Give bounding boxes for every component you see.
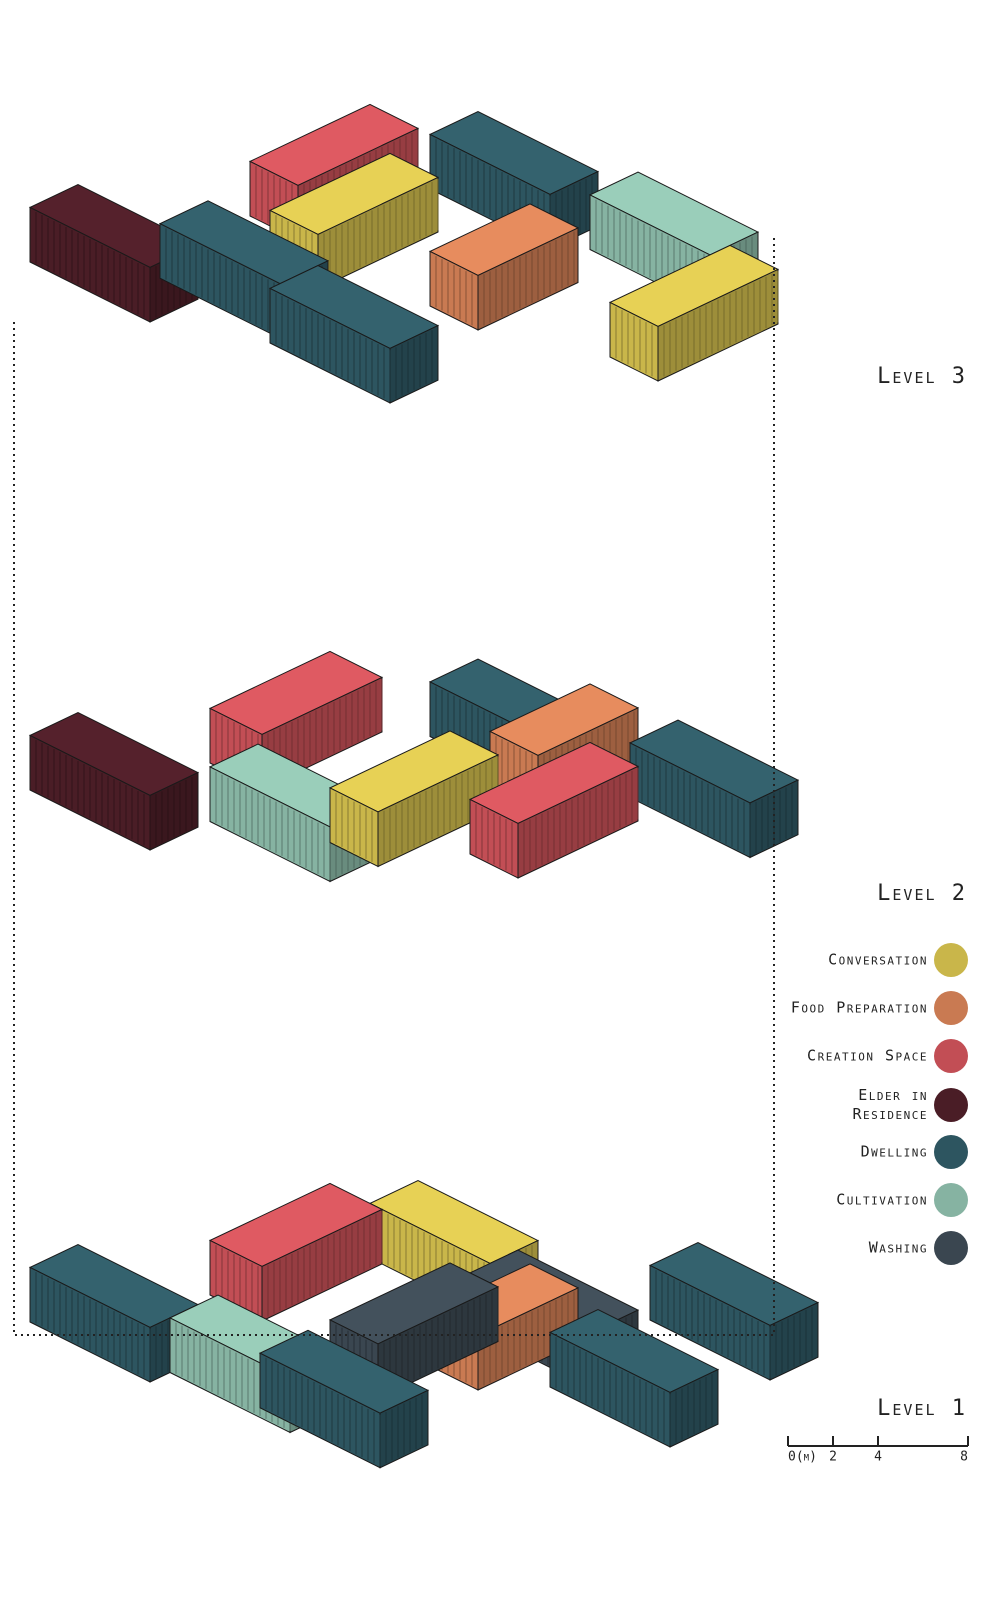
legend-label: Cultivation xyxy=(836,1191,928,1209)
legend-swatch xyxy=(934,943,968,977)
scale-label: 0(m) xyxy=(788,1450,817,1465)
legend: Conversation Food Preparation Creation Spa… xyxy=(791,943,968,1265)
container xyxy=(628,719,800,859)
scale-label: 8 xyxy=(960,1450,968,1465)
legend-swatch xyxy=(934,1231,968,1265)
container xyxy=(28,184,200,323)
level-label: Level 1 xyxy=(877,1396,967,1421)
legend-label: Creation Space xyxy=(807,1047,928,1065)
container xyxy=(648,1242,820,1381)
container xyxy=(268,265,440,404)
container xyxy=(258,1329,430,1469)
container xyxy=(328,730,500,868)
container xyxy=(208,1182,384,1322)
legend-swatch xyxy=(934,1088,968,1122)
legend-label: Washing xyxy=(869,1239,928,1257)
scale-bar: 0(m) 2 4 8 xyxy=(787,1436,969,1465)
container xyxy=(28,712,200,851)
container xyxy=(428,203,580,331)
container-end xyxy=(477,227,579,331)
container-end xyxy=(477,1287,579,1391)
legend-swatch xyxy=(934,1183,968,1217)
legend-swatch xyxy=(934,1039,968,1073)
level-frame xyxy=(13,238,775,1336)
containers xyxy=(28,103,820,1469)
level-label: Level 3 xyxy=(877,364,967,389)
scale-label: 2 xyxy=(829,1450,837,1465)
legend-label: Elder in xyxy=(858,1086,928,1104)
level-label: Level 2 xyxy=(877,881,967,906)
legend-label: Dwelling xyxy=(861,1143,928,1161)
legend-label: Conversation xyxy=(828,951,928,969)
container xyxy=(608,244,780,382)
container xyxy=(548,1309,720,1448)
legend-swatch xyxy=(934,991,968,1025)
legend-label: Food Preparation xyxy=(791,999,928,1017)
legend-swatch xyxy=(934,1135,968,1169)
legend-label: Residence xyxy=(852,1105,928,1123)
scale-label: 4 xyxy=(874,1450,882,1465)
container xyxy=(468,741,640,879)
